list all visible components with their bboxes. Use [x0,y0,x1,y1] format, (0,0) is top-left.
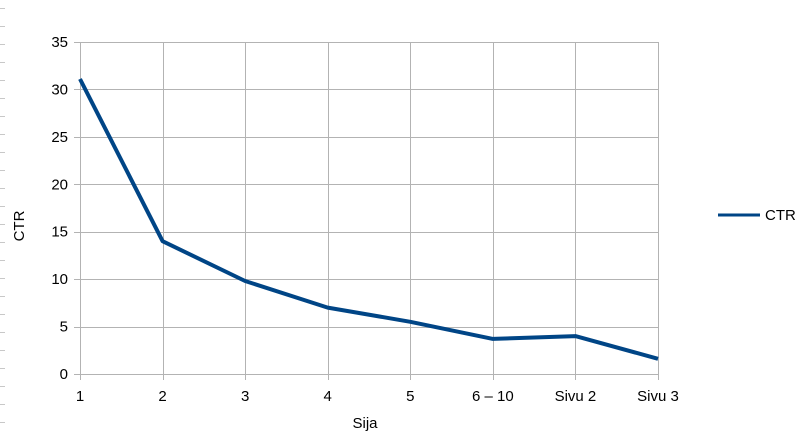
x-tick-label: Sivu 2 [555,388,597,405]
y-tick-label: 0 [60,366,68,383]
series-line-0 [78,78,659,361]
x-tick-label: 1 [76,388,84,405]
x-tick-label: 5 [406,388,414,405]
legend: CTR [718,207,796,224]
y-axis-title: CTR [11,210,28,241]
x-axis-title: Sija [352,415,378,432]
gridlines [80,42,658,374]
plot-frame [80,42,659,375]
y-tick-label: 25 [51,129,68,146]
x-axis-ticks: 1 2 3 4 5 6 – 10 Sivu 2 Sivu 3 [76,374,679,405]
y-tick-label: 30 [51,81,68,98]
y-tick-label: 5 [60,319,68,336]
y-tick-label: 35 [51,34,68,51]
x-tick-label: 4 [324,388,332,405]
edge-tick-marks [0,8,5,423]
x-tick-label: 3 [241,388,249,405]
y-tick-label: 15 [51,224,68,241]
series-layer [78,78,659,361]
y-tick-label: 10 [51,271,68,288]
x-tick-label: Sivu 3 [637,388,679,405]
x-tick-label: 6 – 10 [472,388,514,405]
x-tick-label: 2 [158,388,166,405]
legend-label: CTR [765,207,796,224]
y-tick-label: 20 [51,176,68,193]
y-axis-ticks: 0 5 10 15 20 25 30 35 [51,34,80,383]
